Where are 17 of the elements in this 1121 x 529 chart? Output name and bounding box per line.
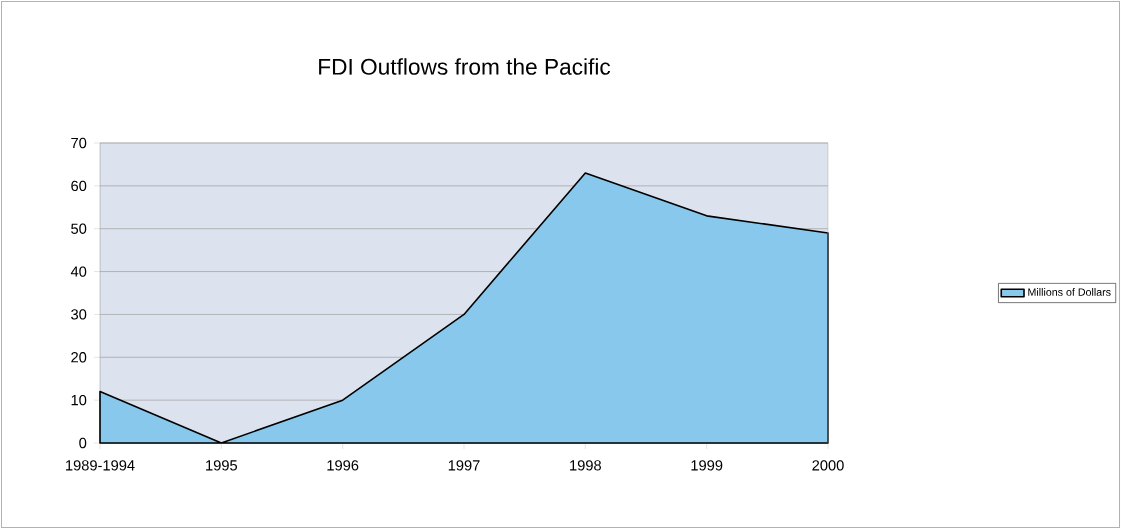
chart-title: FDI Outflows from the Pacific (319, 58, 611, 75)
legend-label: Millions of Dollars (1028, 288, 1111, 296)
y-tick-label: 50 (71, 223, 87, 234)
y-tick-label: 0 (79, 437, 87, 449)
y-tick-label: 40 (70, 266, 87, 277)
y-tick-label: 10 (71, 394, 87, 406)
x-tick-label: 1996 (327, 460, 359, 471)
x-tick-label: 2000 (812, 460, 844, 471)
x-tick-label: 1999 (691, 460, 723, 471)
x-tick-label: 1989-1994 (66, 460, 135, 471)
y-tick-label: 30 (71, 309, 87, 320)
y-tick-label: 60 (71, 180, 87, 192)
x-tick-label: 1997 (448, 460, 480, 471)
y-tick-label: 70 (71, 137, 87, 149)
y-tick-label: 20 (71, 352, 87, 363)
x-tick-label: 1998 (570, 460, 601, 471)
x-tick-label: 1995 (206, 460, 238, 471)
